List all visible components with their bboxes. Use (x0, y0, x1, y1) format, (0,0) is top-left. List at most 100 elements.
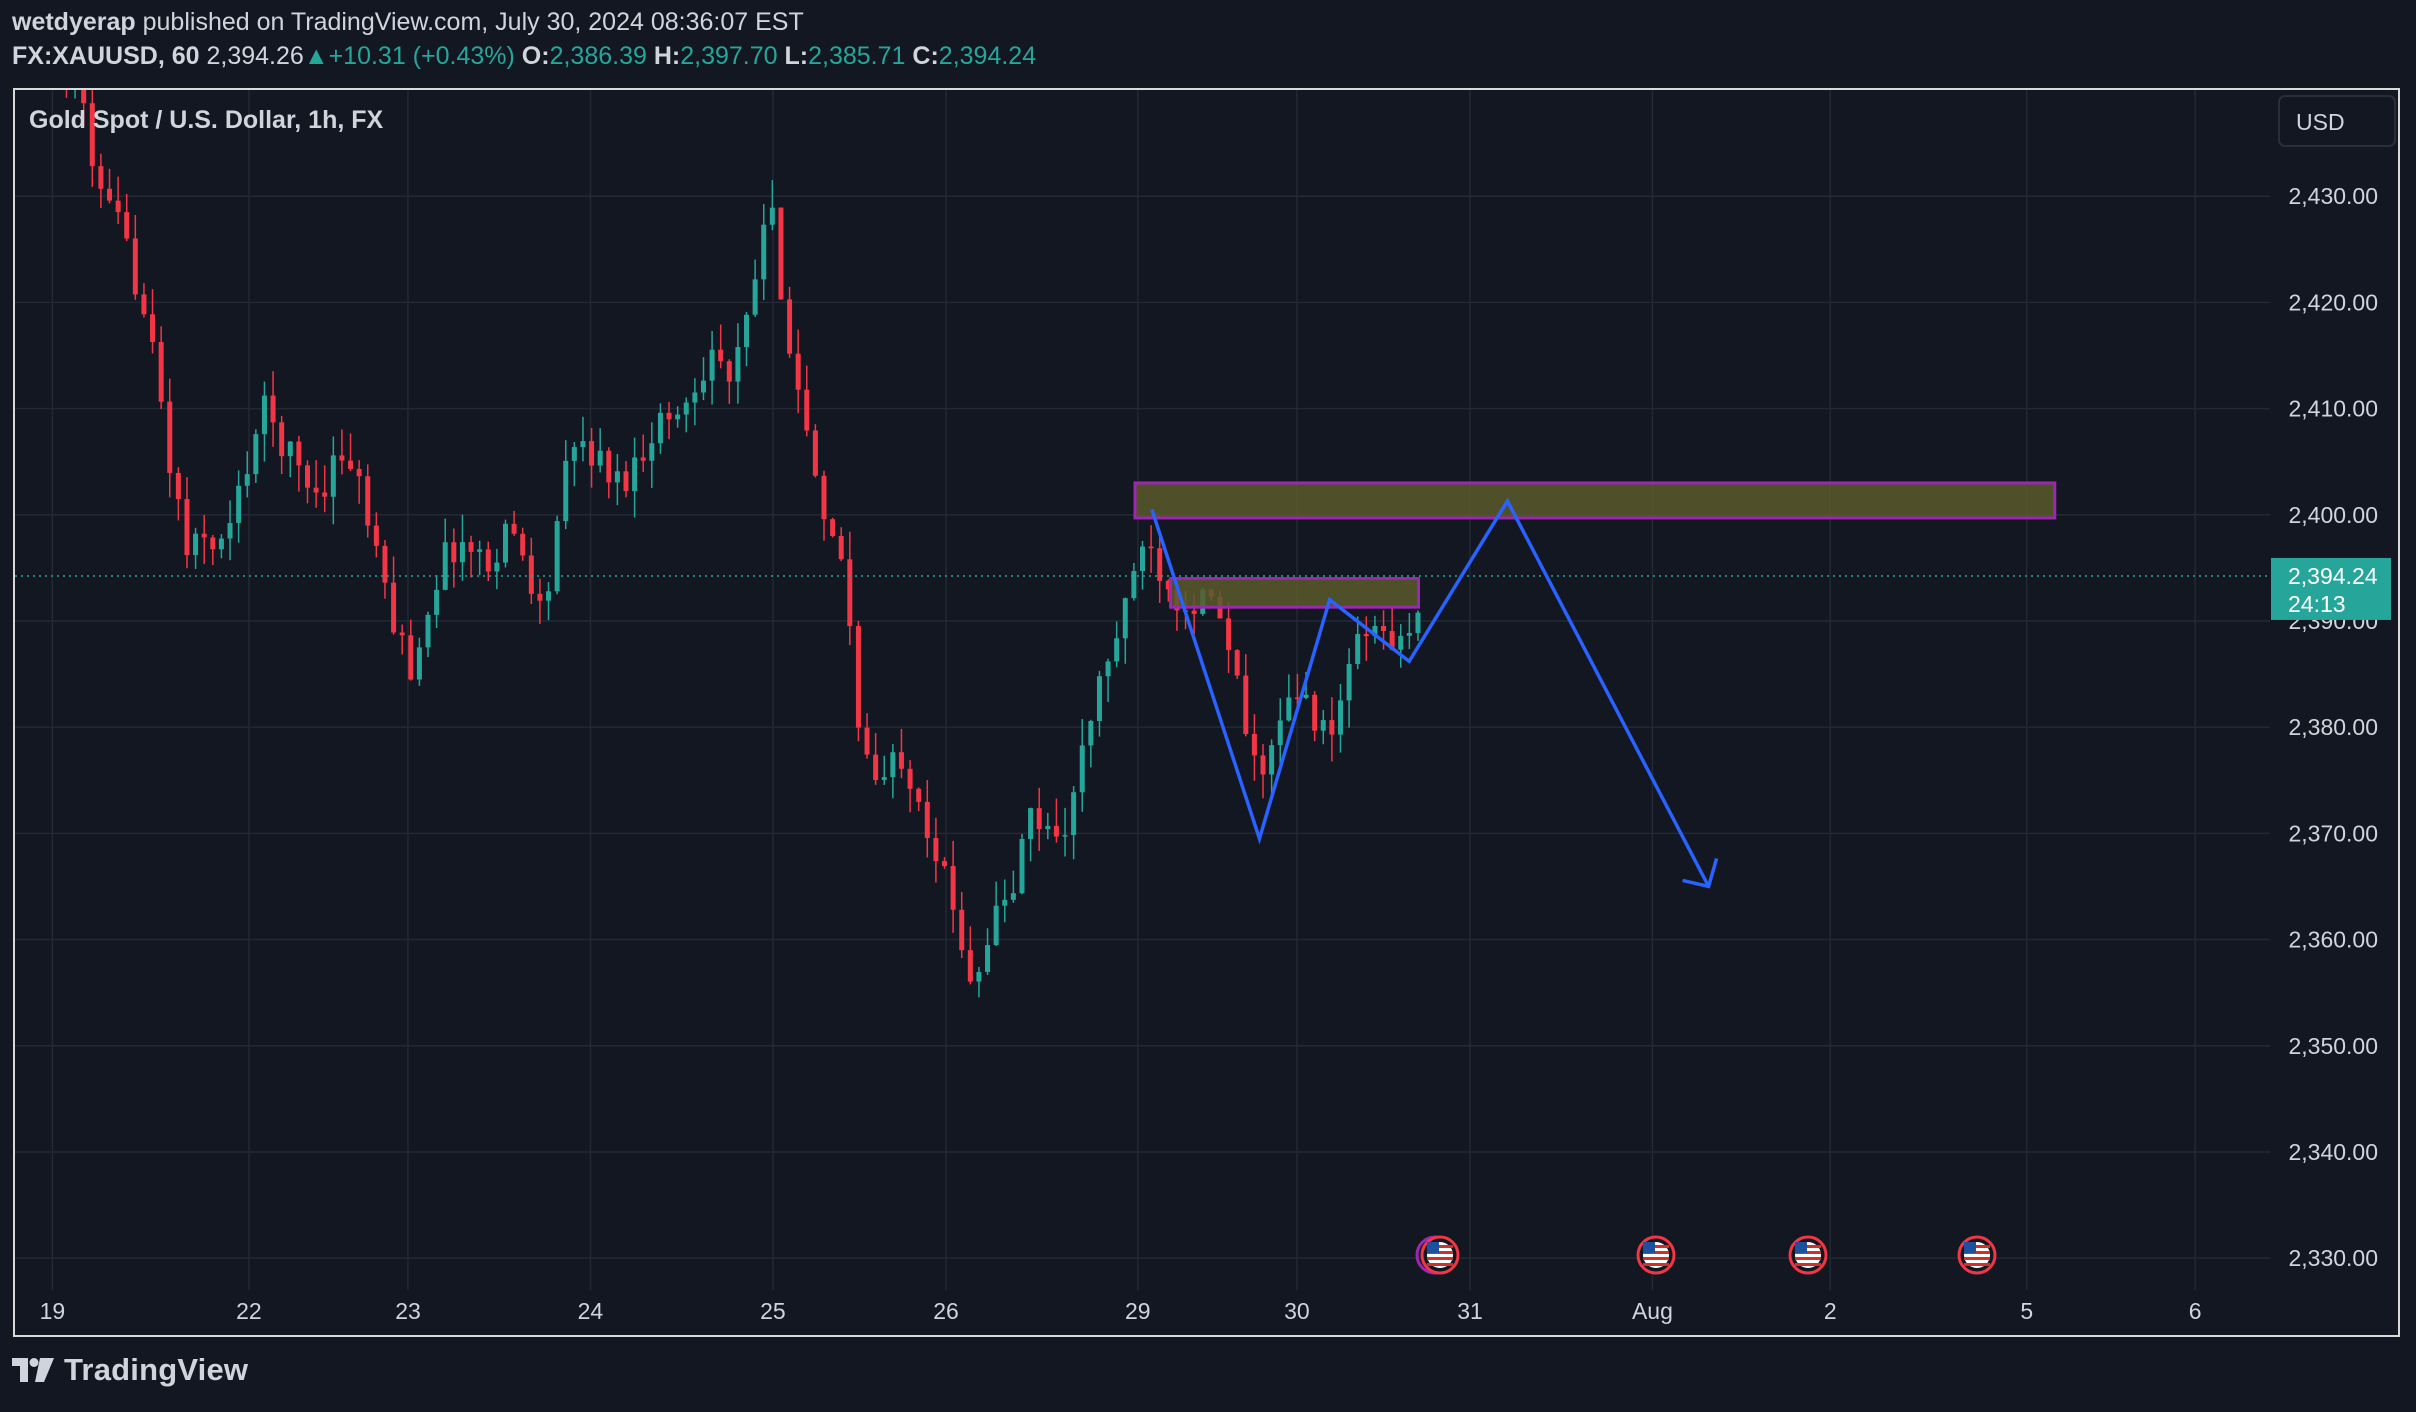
candle-body (270, 395, 276, 423)
candle-body (73, 67, 78, 75)
candle-body (1019, 838, 1025, 894)
us-flag-canton (1427, 1242, 1439, 1253)
candle-body (175, 472, 181, 500)
x-tick-label: 22 (236, 1298, 262, 1324)
candle-body (830, 519, 836, 536)
candle-body (477, 549, 483, 552)
candle-body (1028, 808, 1034, 839)
candle-body (1277, 720, 1283, 746)
author-name[interactable]: wetdyerap (12, 8, 136, 36)
tradingview-logo-icon (12, 1358, 54, 1382)
candle-body (528, 555, 534, 594)
candle-body (1226, 618, 1232, 651)
candle-body (1088, 720, 1094, 746)
projection-path (1150, 497, 1711, 888)
last-price: 2,394.26 (206, 42, 304, 70)
x-tick-label: 23 (395, 1298, 421, 1324)
candle-body (399, 632, 405, 636)
candle-body (1036, 808, 1042, 830)
candle-body (640, 457, 646, 461)
candle-body (1260, 755, 1266, 775)
candle-body (107, 188, 113, 201)
candle-body (967, 950, 973, 982)
candle-body (1096, 676, 1102, 721)
candle-body (451, 542, 457, 563)
candle-body (571, 447, 577, 461)
candle-body (1010, 893, 1016, 900)
candle-body (502, 523, 508, 563)
candle-body (236, 485, 242, 524)
candle-body (520, 533, 526, 556)
y-tick-label: 2,430.00 (2288, 183, 2378, 209)
candle-body (348, 460, 354, 469)
candle-body (210, 537, 216, 550)
x-tick-label: 25 (760, 1298, 786, 1324)
symbol-info: FX:XAUUSD, 60 2,394.26▲+10.31 (+0.43%) O… (12, 42, 1036, 71)
candle-body (1157, 548, 1163, 581)
candle-body (1381, 625, 1387, 632)
candle-body (1312, 694, 1318, 731)
event-flag[interactable] (1788, 1235, 1828, 1275)
candle-body (253, 434, 259, 475)
us-flag-stripe (1643, 1251, 1669, 1254)
change-arrow-icon: ▲ (303, 42, 329, 70)
y-tick-label: 2,420.00 (2288, 289, 2378, 315)
low-value: 2,385.71 (808, 42, 906, 70)
candle-body (132, 238, 138, 295)
currency-button[interactable]: USD (2278, 95, 2396, 147)
candle-body (993, 905, 999, 946)
candle-body (339, 455, 345, 461)
event-flag[interactable] (1415, 1235, 1460, 1275)
candle-body (1303, 694, 1309, 698)
candle-body (1372, 625, 1378, 637)
candle-body (98, 166, 104, 189)
brand-name[interactable]: TradingView (64, 1352, 249, 1387)
candle-body (864, 727, 870, 755)
candle-body (89, 103, 95, 167)
event-flag[interactable] (1636, 1235, 1676, 1275)
us-flag-canton (1643, 1242, 1655, 1253)
candle-body (261, 395, 267, 435)
candle-body (124, 212, 130, 239)
candle-body (623, 471, 629, 492)
x-tick-label: Aug (1632, 1298, 1673, 1324)
candle-body (1062, 835, 1068, 837)
candle-body (1346, 663, 1352, 701)
us-flag-stripe (1795, 1251, 1821, 1254)
candle-body (761, 224, 767, 280)
candle-body (976, 971, 982, 982)
candle-body (1269, 745, 1275, 775)
x-tick-label: 19 (40, 1298, 66, 1324)
candle-body (1165, 580, 1171, 590)
candle-body (1148, 546, 1154, 549)
candle-body (511, 523, 517, 534)
candle-body (950, 866, 956, 910)
us-flag-stripe (1427, 1263, 1453, 1266)
y-tick-label: 2,370.00 (2288, 820, 2378, 846)
open-label: O: (521, 42, 550, 70)
candle-body (279, 422, 285, 457)
candle-body (726, 361, 732, 382)
candle-body (408, 635, 414, 680)
candle-body (287, 441, 293, 457)
arrow-head-icon (1682, 857, 1719, 889)
candle-body (933, 837, 939, 862)
candle-body (227, 523, 233, 539)
candle-body (167, 401, 173, 473)
candle-body (494, 562, 500, 572)
price-change: +10.31 (+0.43%) (328, 42, 515, 70)
candle-body (563, 460, 569, 522)
event-flag[interactable] (1957, 1235, 1997, 1275)
us-flag-canton (1795, 1242, 1807, 1253)
candle-body (812, 430, 818, 476)
candle-body (434, 589, 440, 615)
candle-body (1294, 697, 1300, 699)
us-flag-stripe (1795, 1263, 1821, 1266)
candle-body (597, 450, 603, 466)
x-tick-label: 6 (2189, 1298, 2202, 1324)
candle-body (692, 392, 698, 403)
candle-body (873, 754, 879, 781)
candle-body (1105, 661, 1111, 677)
candle-body (1234, 650, 1240, 676)
